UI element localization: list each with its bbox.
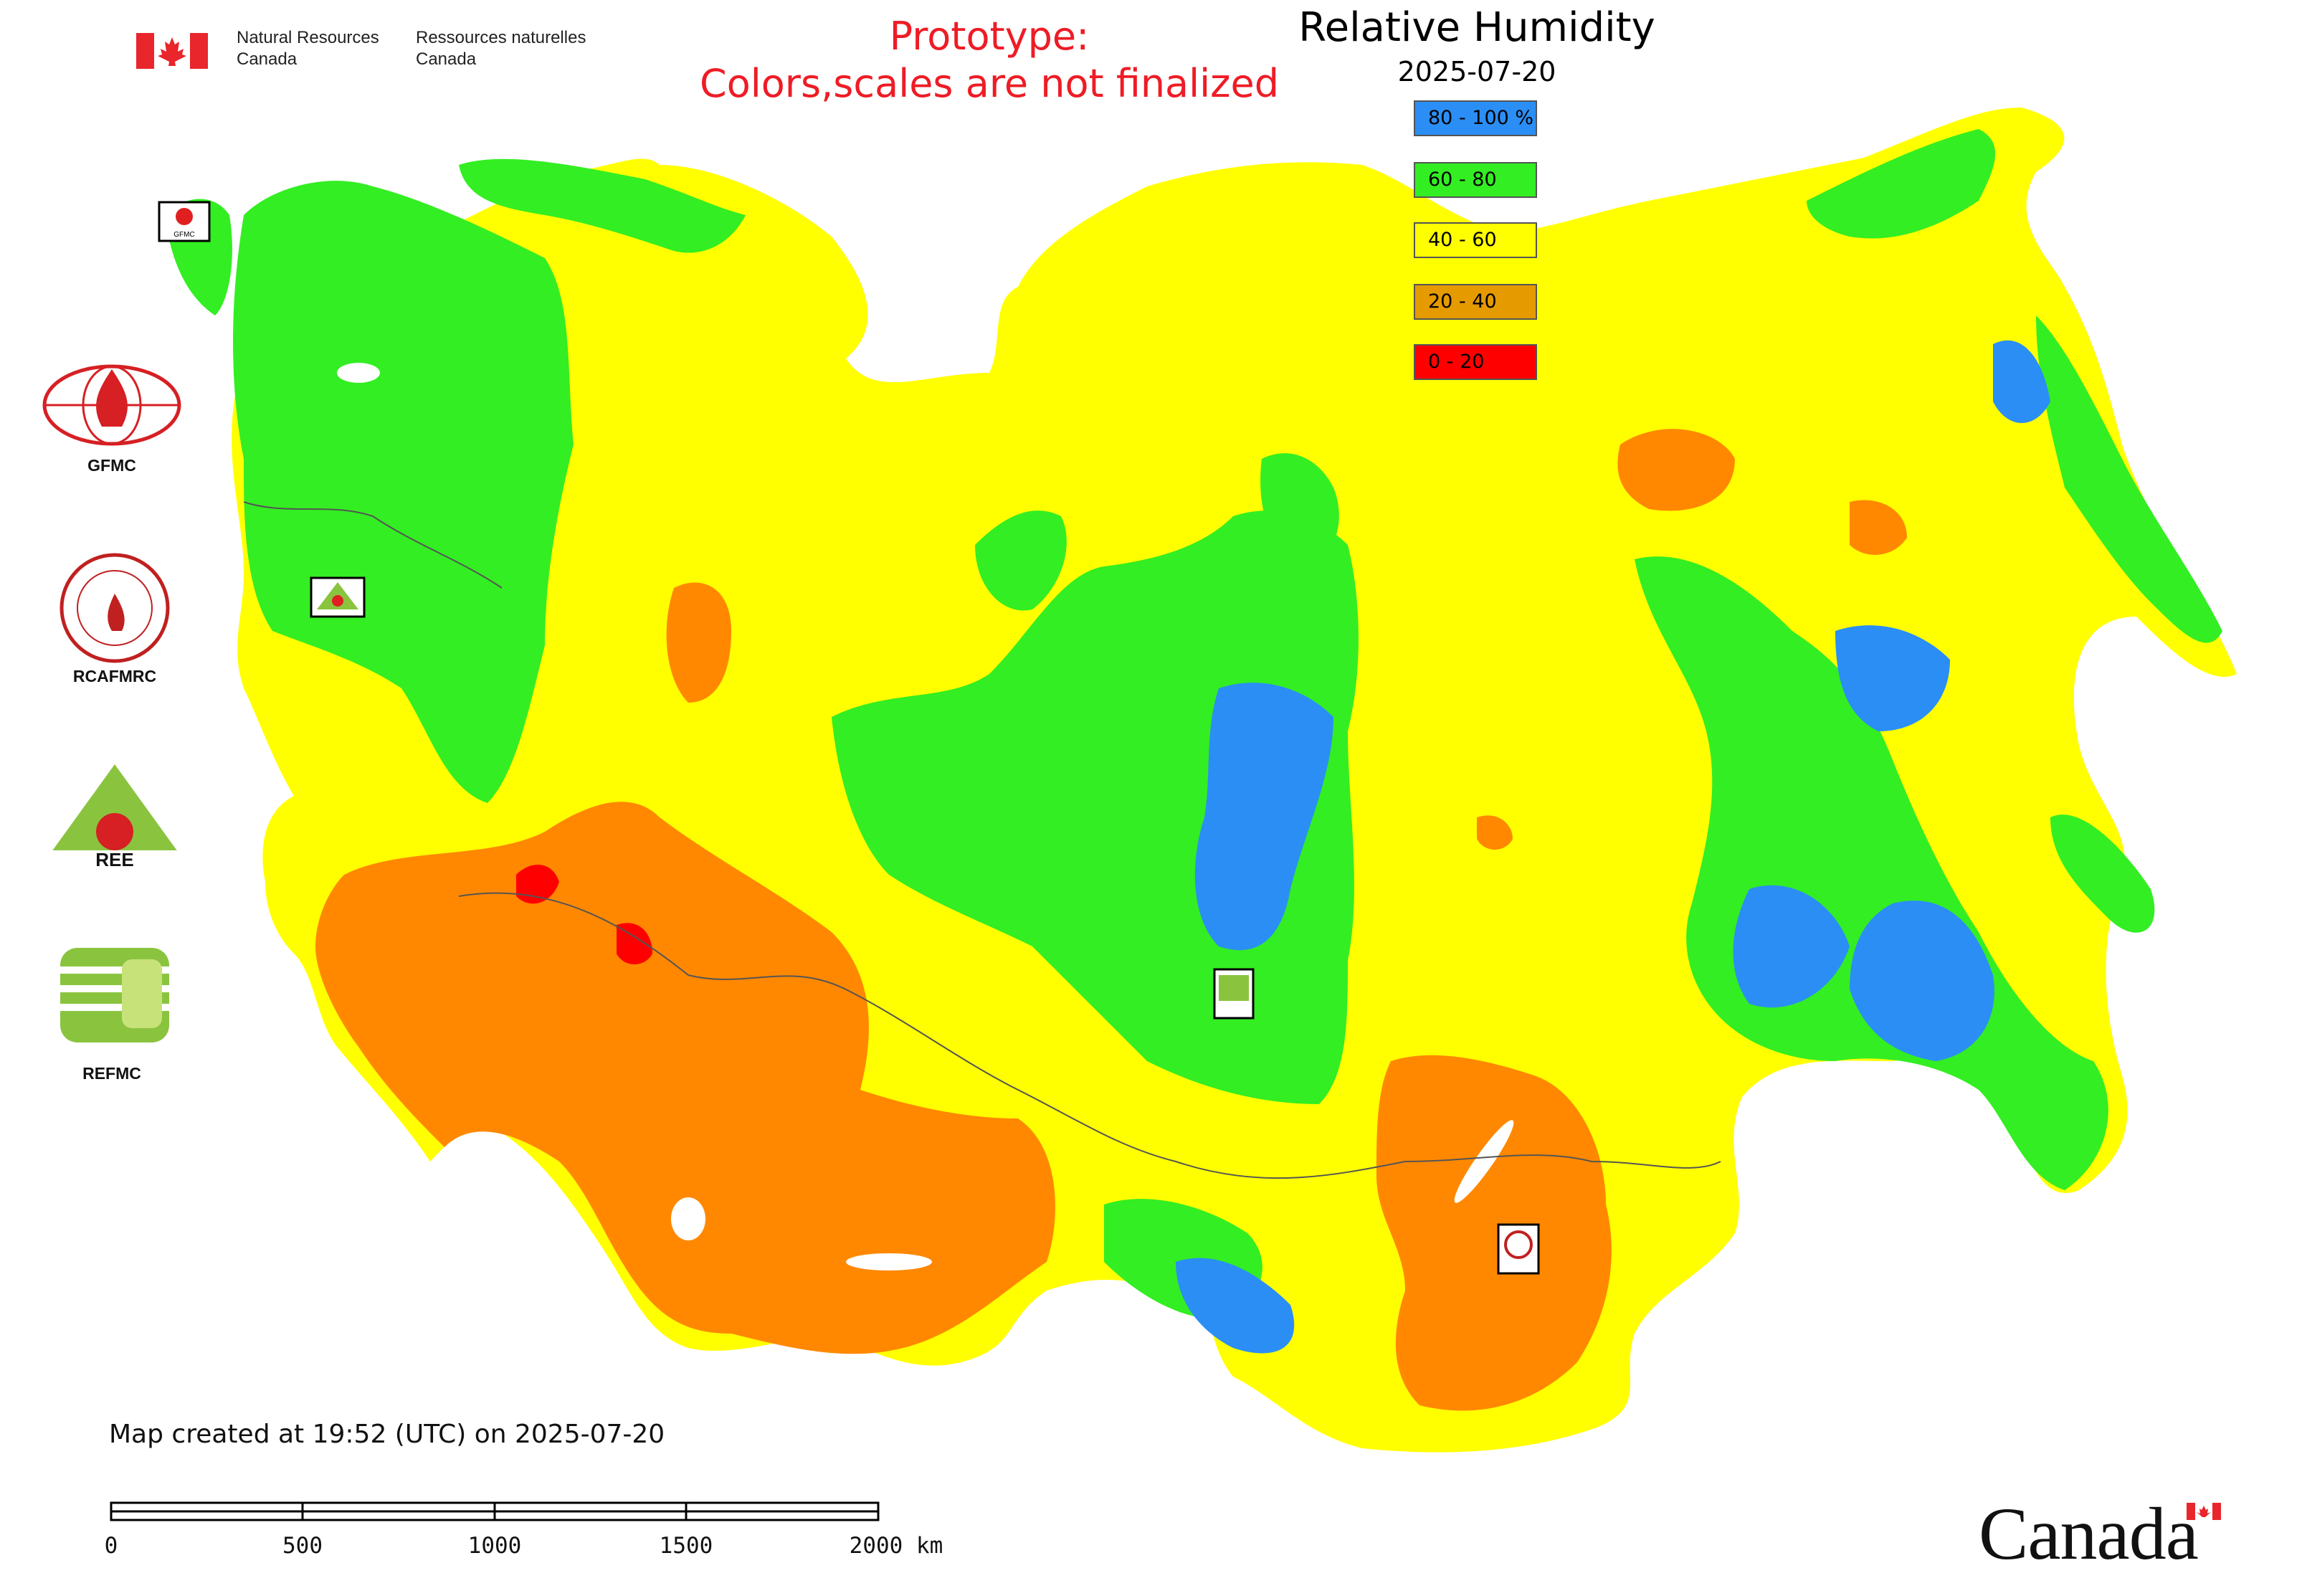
region-green-kamchatka <box>2036 315 2222 643</box>
legend-date: 2025-07-20 <box>1397 56 1556 87</box>
lake-aral <box>671 1197 705 1240</box>
region-orange-caspian <box>427 1031 516 1124</box>
region-blue-ob <box>1194 683 1333 951</box>
scale-label-2000: 2000 km <box>849 1533 943 1559</box>
scale-label-1500: 1500 <box>659 1533 713 1559</box>
border-lines <box>458 892 1721 1179</box>
lake-baikal <box>1454 1120 1514 1203</box>
scale-bar <box>110 1501 880 1521</box>
scale-label-0: 0 <box>104 1533 118 1559</box>
refmc-leaf-icon <box>60 948 169 1042</box>
region-blue-tuva <box>1176 1258 1295 1354</box>
prototype-notice: Prototype: Colors,scales are not finaliz… <box>700 14 1279 106</box>
reefmc-triangle-icon: REE <box>40 764 189 870</box>
region-green-chukotka <box>1807 129 1996 239</box>
region-green-east <box>1635 556 2108 1190</box>
legend-item-80-100: 80 - 100 % <box>1414 100 1537 136</box>
map-created-timestamp: Map created at 19:52 (UTC) on 2025-07-20 <box>109 1420 665 1449</box>
legend-item-20-40: 20 - 40 <box>1414 284 1537 320</box>
gfmc-fire-globe-icon <box>42 364 181 446</box>
region-blue-sakhalin <box>1850 901 1994 1061</box>
scale-label-500: 500 <box>282 1533 323 1559</box>
region-green-taymyr <box>1260 453 1339 566</box>
wordmark-flag-icon <box>2187 1503 2221 1520</box>
region-green-westsiberia <box>832 510 1359 1104</box>
logo-label-gfmc: GFMC <box>87 456 136 475</box>
region-orange-yakutia <box>1850 500 1907 555</box>
scale-label-1000: 1000 <box>467 1533 522 1559</box>
gfmc-marker-icon: GFMC <box>158 201 211 242</box>
department-name-fr: Ressources naturelles Canada <box>416 28 586 69</box>
region-blue-okhotsk <box>1835 625 1950 731</box>
region-blue-kamchatka <box>1993 340 2050 423</box>
rcafmrc-marker-icon <box>1497 1223 1540 1275</box>
region-green-west <box>233 181 574 803</box>
legend-item-0-20: 0 - 20 <box>1414 344 1537 380</box>
legend-item-40-60: 40 - 60 <box>1414 222 1537 258</box>
reefmc-marker-icon <box>310 576 366 618</box>
svg-text:GFMC: GFMC <box>173 231 194 239</box>
region-green-kola <box>459 158 746 253</box>
canada-wordmark: Canada <box>1979 1493 2199 1575</box>
region-orange-uralnorth <box>666 582 731 703</box>
legend-title: Relative Humidity <box>1298 4 1655 51</box>
svg-text:REE: REE <box>95 849 133 870</box>
region-orange-dot1 <box>1477 815 1513 850</box>
region-red-kazakh1 <box>617 923 652 964</box>
rcafmrc-seal-icon <box>60 553 170 663</box>
refmc-marker-icon <box>1213 968 1255 1020</box>
government-signature: Natural Resources Canada Ressources natu… <box>136 27 609 77</box>
region-green-sakhalin <box>2050 814 2155 933</box>
region-orange-magadan <box>1617 429 1735 511</box>
lake-balkhash <box>846 1253 932 1270</box>
region-orange-kazakhstan <box>315 802 1055 1354</box>
logo-label-rcafmrc: RCAFMRC <box>72 667 157 685</box>
region-blue-amur <box>1733 885 1850 1008</box>
canada-flag-icon <box>136 33 208 69</box>
legend-item-60-80: 60 - 80 <box>1414 162 1537 198</box>
region-orange-baikal <box>1376 1055 1612 1411</box>
border-lines-2 <box>243 501 503 589</box>
lake-ladoga <box>337 363 380 383</box>
region-green-novaya <box>975 510 1067 611</box>
department-name-en: Natural Resources Canada <box>237 28 379 69</box>
region-red-kazakh2 <box>516 865 559 904</box>
logo-label-refmc: REFMC <box>82 1064 141 1083</box>
